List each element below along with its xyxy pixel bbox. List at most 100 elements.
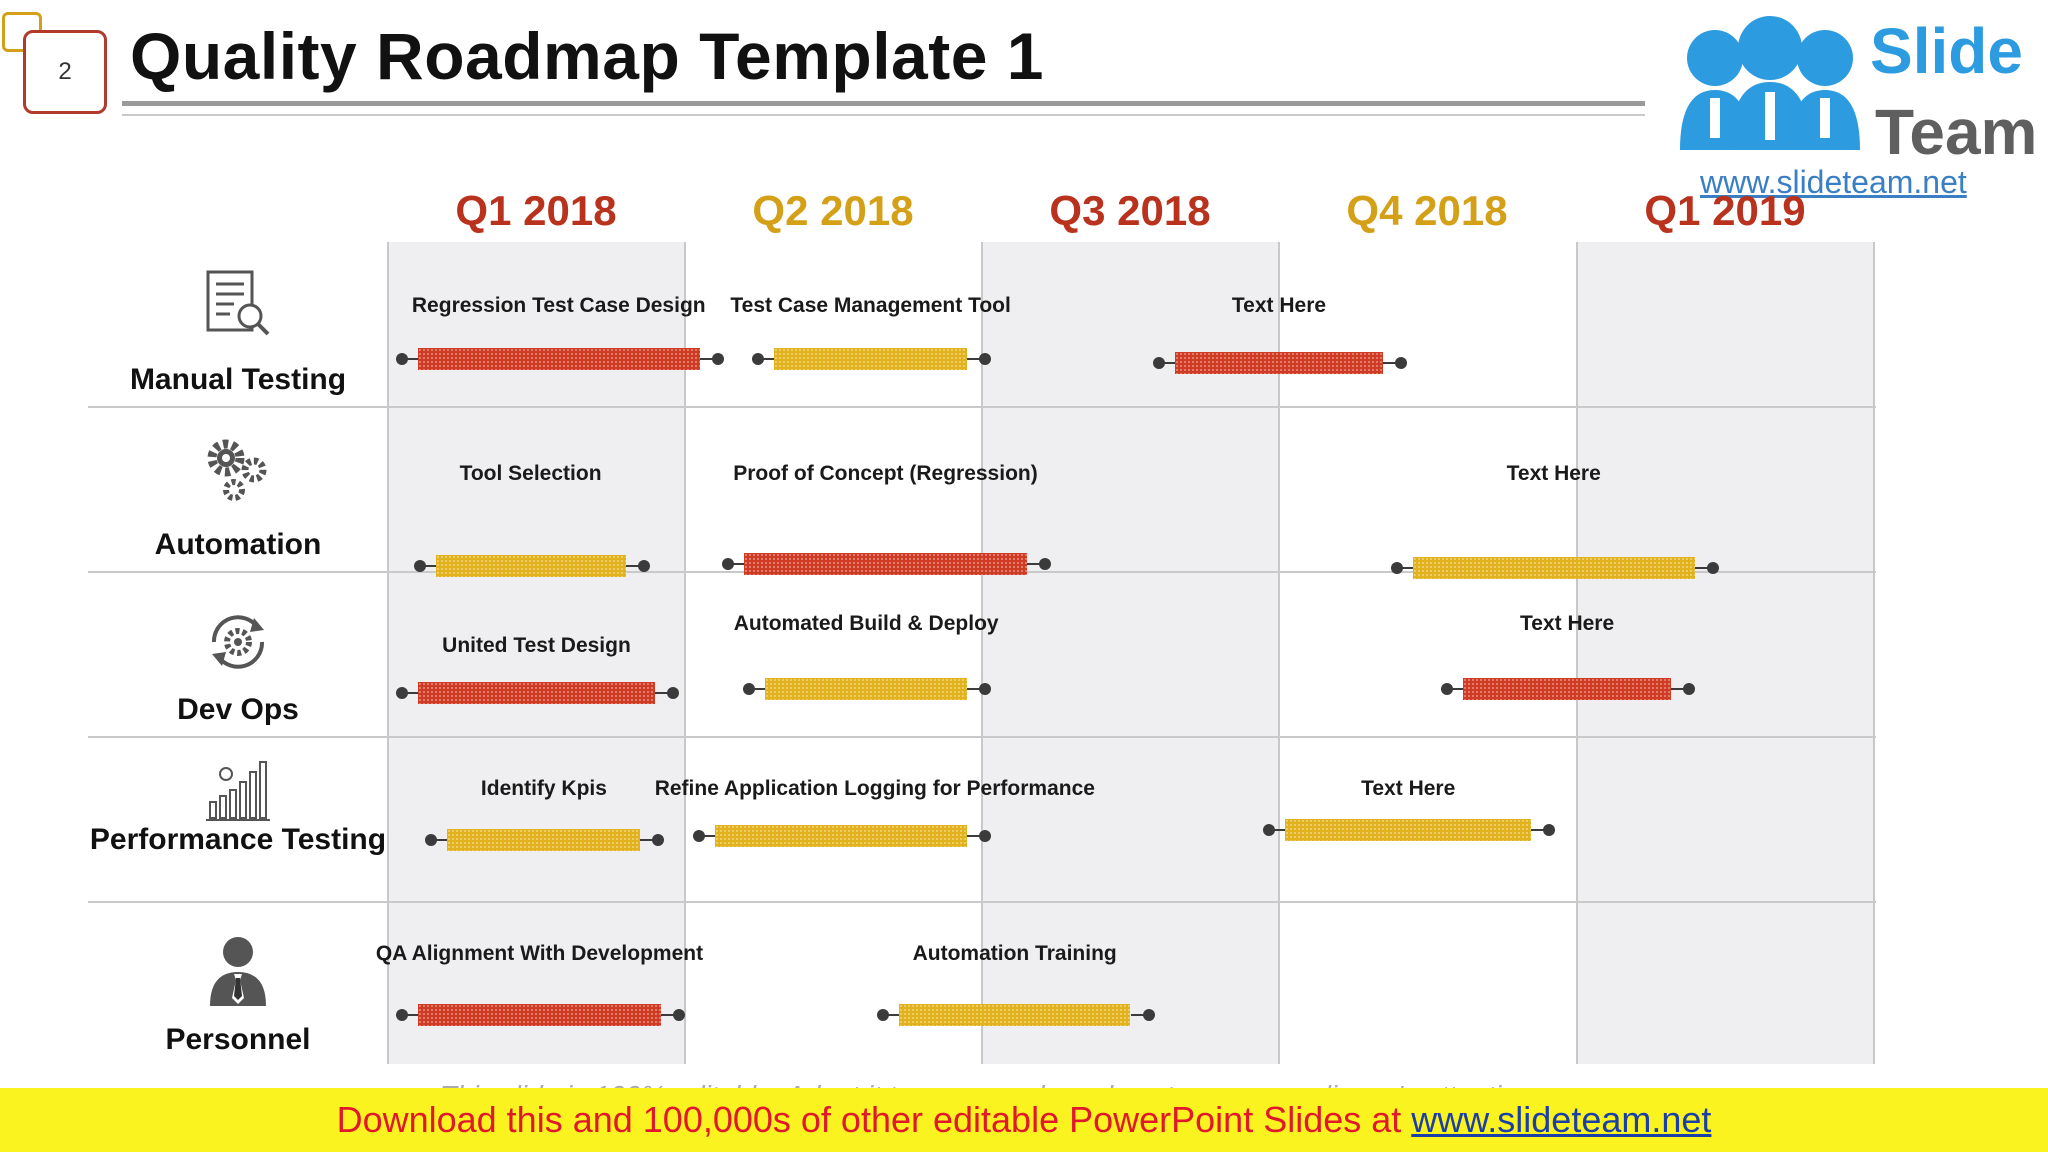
task-start-stem (421, 565, 436, 567)
column-divider (981, 242, 983, 1064)
quarter-column-shade (982, 242, 1279, 1064)
task-start-marker (1262, 824, 1275, 836)
gears-icon (207, 439, 267, 501)
task-label: Text Here (1361, 777, 1456, 800)
task-label: Text Here (1519, 612, 1615, 635)
person-tie-icon (210, 937, 266, 1006)
task-end-marker (1142, 1009, 1155, 1021)
quarter-header: Q1 2019 (1644, 187, 1806, 234)
column-divider (1873, 242, 1875, 1064)
task-bar (1175, 352, 1383, 374)
slide-number: 2 (58, 58, 72, 85)
task-label: Automated Build & Deploy (733, 612, 999, 635)
logo-url-link[interactable]: www.slideteam.net (1700, 164, 1967, 200)
row-label-dev-ops: Dev Ops (177, 693, 299, 726)
bar-chart-growth-icon (206, 761, 270, 821)
task-bar (417, 1004, 662, 1026)
task-start-marker (395, 353, 408, 365)
task-start-marker (1441, 683, 1454, 695)
task-label: Tool Selection (459, 462, 602, 485)
task-end-marker (979, 353, 992, 365)
column-divider (1576, 242, 1578, 1064)
task-label: Refine Application Logging for Performan… (654, 777, 1095, 800)
task-start-stem (760, 358, 775, 360)
task-end-marker (1683, 683, 1696, 695)
banner-link[interactable]: www.slideteam.net (1411, 1099, 1712, 1140)
column-divider (1278, 242, 1280, 1064)
column-divider (387, 242, 389, 1064)
task-end-stem (625, 565, 640, 567)
task-start-marker (722, 558, 735, 570)
slide-number-badge: 2 (23, 30, 107, 114)
slideteam-logo (1645, 0, 2048, 200)
row-label-manual-testing: Manual Testing (129, 363, 347, 396)
row-label-performance-testing: Performance Testing (89, 823, 387, 856)
quarter-column-shade (388, 242, 685, 1064)
task-label: Automation Training (912, 942, 1117, 965)
task-end-stem (1671, 688, 1686, 690)
task-end-stem (1694, 567, 1709, 569)
task-end-stem (699, 358, 714, 360)
task-bar (435, 555, 626, 577)
task-bar (1412, 557, 1695, 579)
task-end-marker (1394, 357, 1407, 369)
task-label: Regression Test Case Design (411, 294, 706, 317)
task-bar (417, 682, 656, 704)
logo-team-word: Team (1875, 96, 2038, 168)
task-start-stem (1270, 829, 1285, 831)
task-bar (774, 348, 968, 370)
task-bar (898, 1004, 1131, 1026)
task-end-stem (1531, 829, 1546, 831)
task-end-stem (967, 835, 982, 837)
task-label: Proof of Concept (Regression) (733, 462, 1038, 485)
task-end-marker (1706, 562, 1719, 574)
task-end-marker (673, 1009, 686, 1021)
task-end-marker (652, 834, 665, 846)
task-end-stem (1026, 563, 1041, 565)
row-divider (88, 736, 1876, 738)
task-end-marker (1038, 558, 1051, 570)
quarter-header: Q1 2018 (455, 187, 617, 234)
row-divider (88, 406, 1876, 408)
task-end-marker (667, 687, 680, 699)
task-start-marker (1390, 562, 1403, 574)
task-start-marker (395, 1009, 408, 1021)
task-start-stem (403, 692, 418, 694)
task-start-marker (1153, 357, 1166, 369)
row-label-automation: Automation (154, 528, 322, 561)
task-bar (1463, 678, 1672, 700)
devops-cycle-icon (211, 615, 265, 669)
banner-message: Download this and 100,000s of other edit… (336, 1099, 1412, 1140)
task-start-stem (884, 1014, 899, 1016)
document-search-icon (206, 270, 270, 336)
task-label: Text Here (1506, 462, 1601, 485)
task-start-marker (413, 560, 426, 572)
row-divider (88, 901, 1876, 903)
task-label: Identify Kpis (480, 777, 607, 800)
task-end-stem (967, 688, 982, 690)
title-underline-thin (122, 114, 1652, 116)
task-start-marker (395, 687, 408, 699)
task-label: Text Here (1231, 294, 1327, 317)
task-end-stem (967, 358, 982, 360)
row-label-personnel: Personnel (165, 1023, 311, 1056)
people-group-icon (1680, 16, 1860, 150)
task-start-stem (403, 1014, 418, 1016)
task-start-stem (1449, 688, 1464, 690)
download-banner (0, 1088, 2048, 1152)
task-end-marker (979, 683, 992, 695)
task-start-stem (1398, 567, 1413, 569)
task-end-marker (637, 560, 650, 572)
task-start-stem (1161, 362, 1176, 364)
task-start-stem (700, 835, 715, 837)
task-start-stem (751, 688, 766, 690)
task-end-marker (979, 830, 992, 842)
task-start-marker (425, 834, 438, 846)
task-bar (417, 348, 700, 370)
task-bar (1284, 819, 1532, 841)
column-divider (684, 242, 686, 1064)
task-label: Test Case Management Tool (730, 294, 1011, 317)
quarter-header: Q3 2018 (1049, 187, 1211, 234)
task-end-stem (1382, 362, 1397, 364)
title-underline (122, 101, 1652, 106)
